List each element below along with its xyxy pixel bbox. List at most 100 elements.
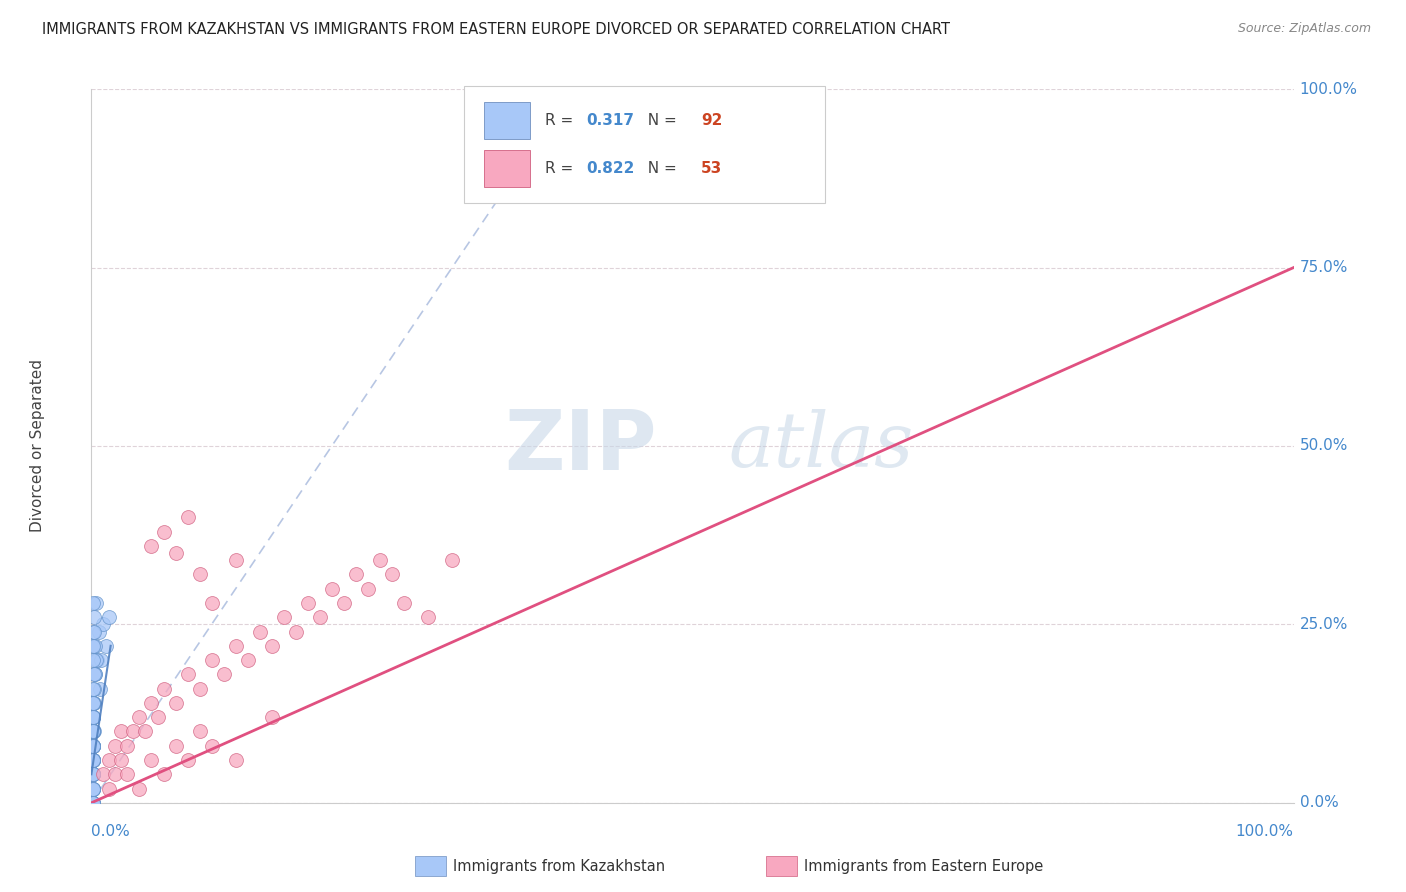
Point	[82, 753, 104, 767]
Point	[368, 553, 391, 567]
Point	[152, 681, 174, 696]
Text: 100.0%: 100.0%	[1236, 824, 1294, 839]
Point	[82, 796, 104, 810]
Point	[82, 753, 104, 767]
Point	[134, 724, 156, 739]
Point	[188, 567, 211, 582]
Text: IMMIGRANTS FROM KAZAKHSTAN VS IMMIGRANTS FROM EASTERN EUROPE DIVORCED OR SEPARAT: IMMIGRANTS FROM KAZAKHSTAN VS IMMIGRANTS…	[42, 22, 950, 37]
Bar	[485, 150, 530, 187]
Point	[110, 724, 132, 739]
Text: R =: R =	[544, 161, 578, 176]
Point	[82, 724, 104, 739]
Point	[188, 724, 211, 739]
Text: R =: R =	[544, 113, 578, 128]
Point	[98, 753, 121, 767]
Point	[83, 624, 105, 639]
Point	[141, 539, 163, 553]
Point	[82, 753, 104, 767]
Point	[188, 681, 211, 696]
Point	[82, 724, 104, 739]
Point	[89, 681, 111, 696]
Point	[273, 610, 295, 624]
Point	[201, 653, 224, 667]
Point	[82, 767, 104, 781]
Text: N =: N =	[638, 113, 682, 128]
Point	[117, 739, 139, 753]
Point	[82, 739, 104, 753]
Point	[82, 739, 104, 753]
Point	[104, 739, 127, 753]
Point	[82, 767, 104, 781]
Point	[176, 510, 198, 524]
Point	[86, 653, 108, 667]
Point	[82, 796, 104, 810]
Point	[82, 781, 104, 796]
Point	[84, 667, 107, 681]
FancyBboxPatch shape	[464, 86, 825, 203]
Point	[225, 753, 247, 767]
Point	[141, 753, 163, 767]
Point	[416, 610, 439, 624]
Text: N =: N =	[638, 161, 682, 176]
Point	[165, 739, 187, 753]
Point	[82, 724, 104, 739]
Text: atlas: atlas	[728, 409, 914, 483]
Point	[284, 624, 307, 639]
Point	[82, 696, 104, 710]
Point	[82, 710, 104, 724]
Point	[84, 639, 107, 653]
Text: 53: 53	[700, 161, 723, 176]
Point	[82, 796, 104, 810]
Point	[82, 739, 104, 753]
Point	[260, 710, 283, 724]
Point	[82, 710, 104, 724]
Point	[128, 710, 150, 724]
Point	[84, 667, 107, 681]
Point	[82, 739, 104, 753]
Point	[392, 596, 415, 610]
Point	[82, 796, 104, 810]
Point	[82, 781, 104, 796]
Point	[82, 796, 104, 810]
Point	[82, 781, 104, 796]
Point	[381, 567, 404, 582]
Point	[90, 653, 112, 667]
Point	[83, 667, 105, 681]
Point	[83, 724, 105, 739]
Point	[82, 767, 104, 781]
Point	[249, 624, 271, 639]
Point	[146, 710, 169, 724]
Point	[82, 724, 104, 739]
Point	[82, 767, 104, 781]
Point	[225, 553, 247, 567]
Point	[82, 724, 104, 739]
Text: Immigrants from Eastern Europe: Immigrants from Eastern Europe	[804, 859, 1043, 873]
Text: 75.0%: 75.0%	[1299, 260, 1348, 275]
Point	[82, 724, 104, 739]
Point	[297, 596, 319, 610]
Point	[83, 639, 105, 653]
Point	[82, 767, 104, 781]
Point	[201, 739, 224, 753]
Point	[82, 753, 104, 767]
Point	[152, 767, 174, 781]
Point	[82, 724, 104, 739]
Point	[82, 739, 104, 753]
Text: 0.822: 0.822	[586, 161, 636, 176]
Point	[176, 667, 198, 681]
Point	[82, 710, 104, 724]
Point	[82, 767, 104, 781]
Point	[82, 724, 104, 739]
Point	[84, 596, 107, 610]
Text: ZIP: ZIP	[503, 406, 657, 486]
Text: 25.0%: 25.0%	[1299, 617, 1348, 632]
Point	[201, 596, 224, 610]
Point	[82, 596, 104, 610]
Point	[82, 710, 104, 724]
Point	[82, 753, 104, 767]
Point	[225, 639, 247, 653]
Point	[333, 596, 356, 610]
Point	[176, 753, 198, 767]
Point	[82, 653, 104, 667]
Point	[82, 681, 104, 696]
